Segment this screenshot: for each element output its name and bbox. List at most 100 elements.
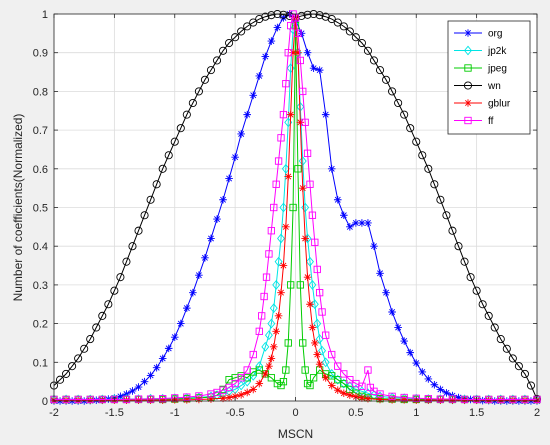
data-point-gblur (327, 381, 336, 390)
legend-item-ff: ff (454, 116, 494, 127)
data-point-ff (225, 383, 233, 392)
data-point-gblur (286, 110, 295, 119)
data-point-ff (328, 350, 336, 359)
data-point-gblur (158, 396, 167, 405)
x-tick-label: -2 (49, 407, 59, 419)
data-point-ff (497, 395, 505, 404)
data-point-org (201, 254, 209, 262)
data-point-gblur (321, 373, 330, 382)
data-point-ff (110, 395, 119, 404)
data-point-org (116, 392, 125, 401)
data-point-gblur (315, 360, 324, 369)
legend: org jp2k jpeg wn gblur ff (447, 20, 531, 135)
data-point-wn (484, 311, 493, 320)
data-point-wn (514, 362, 523, 371)
data-point-ff (424, 395, 432, 403)
data-point-gblur (308, 323, 317, 332)
data-point-gblur (183, 396, 191, 404)
data-point-org (382, 288, 390, 297)
data-point-ff (460, 395, 469, 404)
data-point-jpeg (328, 372, 336, 380)
data-point-gblur (261, 370, 270, 378)
data-point-ff (260, 292, 268, 301)
legend-label: gblur (488, 99, 511, 110)
data-point-jp2k (310, 299, 319, 310)
data-point-wn (134, 226, 143, 235)
data-point-wn (448, 226, 457, 235)
legend-label: jpeg (487, 64, 507, 75)
data-point-wn (490, 323, 499, 332)
data-point-ff (346, 376, 354, 384)
data-point-wn (327, 14, 336, 24)
legend-marker-gblur (464, 99, 472, 107)
data-point-wn (176, 124, 185, 133)
data-point-gblur (333, 386, 342, 394)
data-point-wn (520, 369, 529, 378)
data-point-gblur (98, 396, 107, 405)
data-point-wn (526, 381, 536, 390)
data-point-org (273, 23, 282, 32)
data-point-org (207, 234, 215, 243)
data-point-gblur (231, 392, 239, 401)
data-point-jp2k (269, 303, 278, 314)
data-point-jp2k (345, 381, 354, 392)
data-point-ff (521, 395, 529, 404)
data-point-gblur (296, 118, 305, 127)
data-point-org (424, 375, 433, 383)
data-point-org (140, 377, 149, 386)
data-point-gblur (313, 350, 322, 359)
data-point-wn (55, 375, 65, 384)
data-point-wn (424, 164, 433, 173)
data-point-gblur (272, 327, 280, 336)
legend-box (447, 20, 531, 135)
data-point-wn (68, 362, 77, 371)
data-point-wn (80, 344, 89, 353)
data-point-org (394, 323, 402, 332)
data-point-wn (74, 354, 83, 363)
data-point-ff (448, 395, 457, 403)
data-point-ff (296, 56, 304, 65)
x-tick-label: -1 (170, 407, 180, 419)
data-point-org (412, 359, 421, 367)
legend-label: org (488, 29, 502, 40)
data-point-wn (110, 286, 119, 295)
data-point-wn (249, 18, 258, 27)
data-point-ff (308, 211, 317, 219)
data-point-jpeg (284, 339, 292, 347)
data-point-ff (282, 80, 290, 88)
data-point-jpeg (306, 381, 314, 390)
data-point-ff (436, 395, 445, 403)
data-point-gblur (436, 396, 445, 405)
data-point-jp2k (313, 318, 322, 329)
data-point-gblur (303, 273, 312, 281)
data-point-ff (195, 392, 203, 400)
data-point-wn (388, 87, 397, 96)
data-point-org (128, 387, 137, 395)
data-point-org (152, 363, 161, 372)
data-point-ff (258, 312, 266, 320)
data-point-jp2k (243, 376, 252, 387)
data-point-gblur (134, 396, 143, 405)
data-point-ff (279, 110, 288, 119)
data-point-wn (92, 323, 101, 332)
data-point-gblur (294, 48, 302, 57)
data-point-wn (200, 75, 209, 84)
data-point-gblur (424, 396, 433, 405)
data-point-wn (351, 33, 360, 42)
data-point-gblur (358, 394, 366, 402)
data-point-wn (400, 110, 409, 119)
data-point-gblur (274, 312, 283, 320)
data-point-gblur (284, 172, 293, 181)
data-point-wn (206, 66, 216, 75)
axis-ticks: -2 -1.5 -1 -0.5 0 0.5 1 1.5 2 0 0.1 0.2 0.3 0.4 0.5 0.6… (33, 9, 540, 419)
data-point-wn (188, 98, 197, 108)
legend-item-jpeg: jpeg (454, 64, 507, 75)
data-point-ff (277, 134, 285, 142)
data-point-org (454, 393, 463, 402)
data-point-org (352, 219, 360, 227)
data-point-org (261, 52, 270, 61)
data-point-org (279, 14, 288, 22)
data-point-gblur (364, 394, 372, 403)
data-point-jpeg (294, 165, 302, 173)
